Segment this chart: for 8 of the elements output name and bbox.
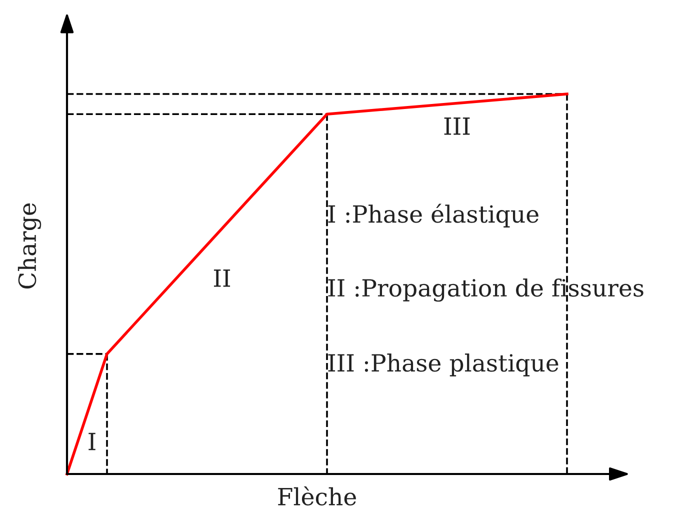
x-axis-title: Flèche	[278, 486, 356, 506]
annotation: II	[214, 270, 230, 287]
y-axis-title: Charge	[18, 203, 42, 289]
annotation: II :Propagation de fissures	[328, 278, 644, 302]
annotation: I	[88, 432, 96, 450]
annotation: I :Phase élastique	[328, 204, 538, 228]
annotation: III	[444, 118, 470, 135]
annotation: III :Phase plastique	[328, 354, 558, 376]
